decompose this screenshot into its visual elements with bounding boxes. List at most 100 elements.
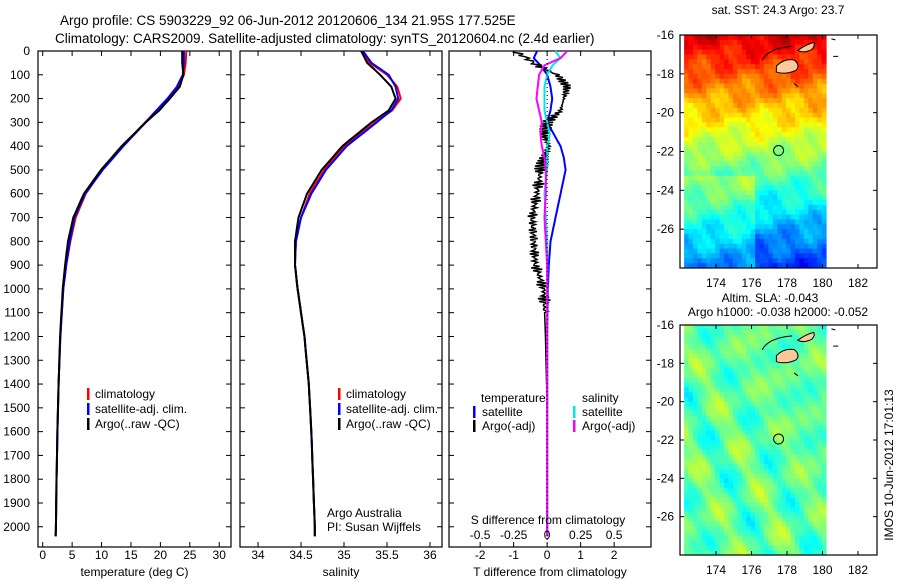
map-cell — [790, 122, 796, 128]
map-cell — [724, 531, 729, 537]
map-cell — [684, 459, 690, 465]
map-cell — [688, 219, 694, 225]
map-cell — [684, 127, 690, 133]
y-tick-label: 1600 — [3, 425, 30, 439]
map-cell — [724, 200, 729, 206]
map-cell — [719, 166, 725, 172]
map-cell — [728, 253, 734, 259]
map-cell — [688, 507, 694, 513]
map-cell — [763, 59, 769, 65]
map-cell — [799, 416, 805, 422]
map-cell — [715, 406, 721, 412]
annotation-argo-australia: Argo Australia — [327, 506, 402, 520]
x-tick-label: 20 — [154, 548, 168, 562]
map-cell — [755, 440, 761, 446]
map-cell — [728, 507, 734, 513]
map-cell — [701, 425, 707, 431]
map-cell — [724, 156, 729, 162]
map-cell — [719, 392, 725, 398]
map-cell — [697, 170, 703, 177]
map-cell — [741, 377, 747, 384]
map-cell — [781, 325, 787, 331]
map-cell — [728, 550, 734, 556]
map-cell — [746, 368, 752, 374]
map-cell — [706, 161, 712, 167]
map-cell — [786, 382, 792, 388]
map-cell — [688, 93, 694, 99]
map-cell — [706, 464, 712, 470]
map-cell — [728, 146, 734, 152]
map-cell — [790, 166, 796, 172]
map-cell — [719, 440, 725, 446]
map-cell — [790, 425, 796, 431]
map-cell — [719, 185, 725, 191]
map-cell — [693, 93, 698, 99]
map-cell — [684, 200, 690, 206]
map-cell — [688, 535, 694, 542]
map-cell — [710, 406, 716, 412]
map-cell — [821, 329, 827, 336]
map-cell — [688, 204, 694, 211]
map-cell — [746, 103, 752, 109]
map-cell — [697, 387, 703, 393]
map-cell — [728, 190, 734, 196]
map-cell — [728, 478, 734, 484]
map-cell — [693, 492, 698, 499]
map-cell — [786, 224, 792, 230]
map-cell — [684, 122, 690, 128]
map-cell — [768, 492, 774, 499]
map-cell — [772, 248, 778, 254]
map-cell — [768, 35, 774, 41]
map-cell — [710, 209, 716, 216]
map-cell — [741, 204, 747, 211]
map-cell — [759, 334, 765, 340]
map-cell — [777, 526, 783, 532]
map-cell — [763, 224, 769, 230]
map-cell — [799, 263, 805, 269]
map-cell — [750, 502, 756, 508]
map-cell — [741, 238, 747, 245]
map-cell — [755, 112, 761, 119]
map-cell — [746, 516, 752, 523]
map-cell — [790, 156, 796, 162]
map-cell — [821, 161, 827, 167]
map-cell — [786, 146, 792, 152]
map-cell — [715, 440, 721, 446]
map-cell — [693, 170, 698, 177]
map-cell — [710, 435, 716, 441]
map-cell — [786, 258, 792, 264]
map-cell — [790, 401, 796, 408]
map-cell — [821, 219, 827, 225]
map-cell — [706, 392, 712, 398]
map-cell — [817, 185, 823, 191]
map-cell — [772, 502, 778, 508]
map-cell — [706, 112, 712, 119]
map-cell — [732, 224, 738, 230]
map-cell — [786, 483, 792, 489]
map-cell — [728, 492, 734, 499]
map-cell — [755, 507, 761, 513]
map-cell — [799, 107, 805, 114]
map-cell — [817, 127, 823, 133]
map-cell — [741, 334, 747, 340]
map-cell — [799, 175, 805, 182]
map-cell — [710, 214, 716, 220]
map-cell — [768, 146, 774, 152]
map-cell — [697, 204, 703, 211]
map-cell — [741, 214, 747, 220]
map-cell — [821, 511, 827, 518]
map-cell — [777, 146, 783, 152]
map-cell — [781, 406, 787, 412]
map-cell — [710, 478, 716, 484]
map-cell — [697, 229, 703, 235]
map-cell — [728, 392, 734, 398]
map-cell — [715, 545, 721, 551]
map-cell — [790, 507, 796, 513]
map-cell — [684, 516, 690, 523]
map-cell — [777, 219, 783, 225]
map-cell — [724, 329, 729, 336]
map-cell — [790, 492, 796, 499]
map-cell — [781, 190, 787, 196]
map-cell — [746, 132, 752, 138]
map-cell — [724, 59, 729, 65]
